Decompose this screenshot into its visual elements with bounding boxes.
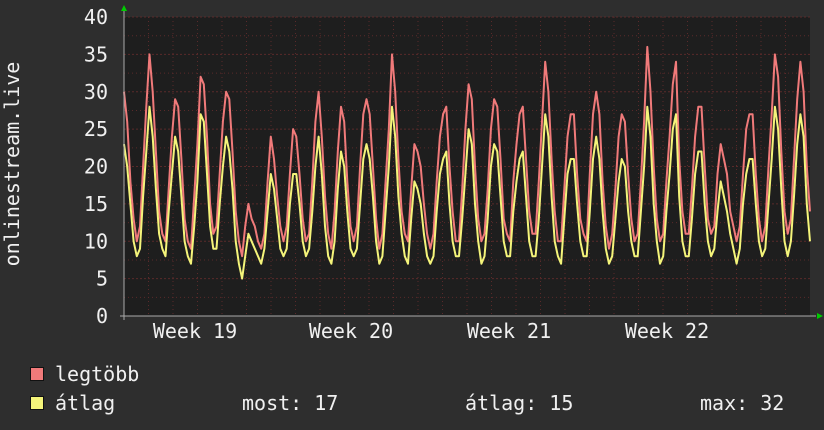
y-tick-label: 5 [96,267,108,291]
y-tick-label: 15 [84,192,108,216]
legend-label-max: legtöbb [55,362,140,386]
series-line-max [123,45,811,258]
stat-average: átlag: 15 [465,391,574,415]
y-tick-label: 10 [84,229,108,253]
legend-swatch-max [30,367,44,381]
y-tick-labels: 0 5 10 15 20 25 30 35 40 [84,5,108,328]
x-tick-labels: Week 19 Week 20 Week 21 Week 22 [153,319,709,343]
stat-max: max: 32 [700,391,785,415]
y-tick-label: 30 [84,80,108,104]
series-line-avg [123,105,811,280]
x-tick-label: Week 20 [309,319,393,343]
legend-item-avg: átlag [30,391,115,415]
x-axis-arrow [817,313,823,319]
legend-label-avg: átlag [55,391,116,415]
y-axis-arrow [121,5,127,11]
axes [120,5,823,320]
y-tick-label: 40 [84,5,108,29]
y-axis-label: onlinestream.live [0,62,24,267]
y-tick-label: 35 [84,42,108,66]
legend-item-max: legtöbb [30,362,139,386]
x-tick-label: Week 21 [467,319,551,343]
y-tick-label: 25 [84,117,108,141]
series-group [123,45,811,280]
stat-now: most: 17 [242,391,339,415]
legend-swatch-avg [30,396,44,410]
y-tick-label: 20 [84,155,108,179]
x-tick-label: Week 19 [153,319,237,343]
y-tick-label: 0 [96,304,108,328]
x-tick-label: Week 22 [625,319,709,343]
